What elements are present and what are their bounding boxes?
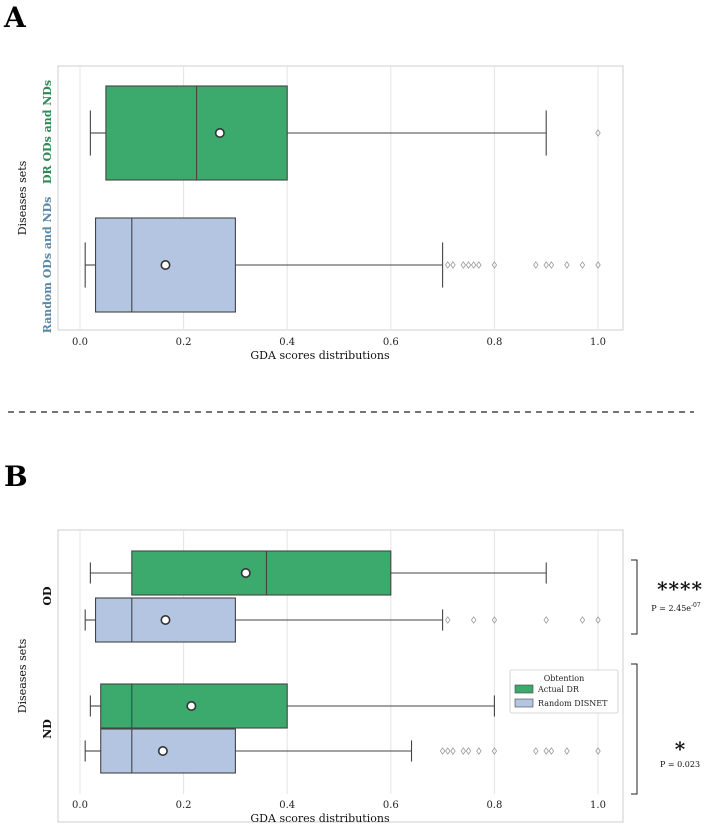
panel-a-boxes [84,85,601,313]
panel-a-chart: 0.0 0.2 0.4 0.6 0.8 1.0 GDA scores distributi… [16,65,624,362]
group-1-box-1-flier-3 [460,747,467,755]
panel-letter-b: B [4,460,28,493]
x-tick-label-2: 0.4 [279,800,295,811]
group-1-box-0-flier-0 [445,261,451,269]
od-p-value-text: P = 2.45e-07 [651,602,701,613]
group-1-box-0-flier-10 [564,261,570,269]
group-1-box-1-iqr [100,728,236,774]
x-tick-label-0: 0.0 [72,337,88,348]
group-1-box-1-flier-6 [491,747,498,755]
panel-b-tick-labels: 0.0 0.2 0.4 0.6 0.8 1.0 [72,800,606,811]
group-1-box-1-flier-0 [439,747,446,755]
od-p-exponent: -07 [691,602,701,609]
group-1-box-0-flier-2 [460,261,467,269]
group-1-box-1-flier-1 [445,747,451,755]
od-significance-bracket [631,559,638,635]
group-1-box-1-flier-7 [533,747,539,755]
od-significance-stars: **** [657,577,703,601]
x-tick-label-4: 0.8 [486,337,502,348]
group-1-box-0-mean [160,259,171,270]
legend-frame [509,669,619,714]
x-tick-label-3: 0.6 [383,337,399,348]
group-1-box-1-flier-5 [476,747,482,755]
legend-swatch-random-disnet [514,698,534,708]
group-1-box-1-flier-2 [450,747,456,755]
legend-swatch-actual-dr [514,684,534,694]
panel-letter-a: A [3,1,27,34]
x-tick-label-4: 0.8 [486,800,502,811]
panel-b-x-axis-label: GDA scores distributions [250,812,390,825]
group-1-box-0-flier-3 [465,261,472,269]
group-1-box-1-mean [157,745,168,756]
group-0-box-1-flier-2 [491,616,498,624]
panel-a-tick-labels: 0.0 0.2 0.4 0.6 0.8 1.0 [72,337,606,348]
group-0-box-0-mean [214,128,225,139]
group-1-box-1-flier-8 [543,747,549,755]
x-tick-label-1: 0.2 [176,337,192,348]
panel-b-category-nd: ND [41,719,54,739]
panel-b-y-axis-label: Diseases sets [16,638,29,713]
legend-label-random-disnet: Random DISNET [538,699,608,708]
group-1-box-0-flier-6 [491,261,498,269]
panel-a-category-random: Random ODs and NDs [41,197,54,334]
group-0-box-1-mean [160,614,171,625]
group-0-box-0-flier-0 [595,129,601,137]
panel-b-chart: 0.0 0.2 0.4 0.6 0.8 1.0 GDA scores distributi… [16,529,703,825]
group-1-box-0-flier-11 [579,261,586,269]
group-1-box-0-mean [186,700,197,711]
group-1-box-0-flier-5 [476,261,482,269]
panel-b-legend: Obtention Actual DR Random DISNET [509,669,619,714]
group-1-box-1-flier-11 [595,747,601,755]
x-tick-label-0: 0.0 [72,800,88,811]
group-0-box-1-flier-4 [579,616,586,624]
panel-b-category-od: OD [41,586,54,606]
legend-label-actual-dr: Actual DR [537,685,580,694]
group-0-box-1-flier-3 [543,616,549,624]
group-1-box-0-flier-7 [533,261,539,269]
panel-a-y-axis-label: Diseases sets [16,160,29,235]
nd-significance-stars: * [675,737,686,761]
group-1-box-1-flier-4 [465,747,472,755]
group-0-box-0-iqr [131,550,392,596]
panel-a-x-axis-label: GDA scores distributions [250,349,390,362]
x-tick-label-1: 0.2 [176,800,192,811]
nd-significance-bracket [631,663,638,795]
group-0-box-1-flier-0 [445,616,451,624]
group-0-box-1-flier-1 [470,616,477,624]
group-1-box-1-flier-9 [548,747,555,755]
x-tick-label-5: 1.0 [590,800,606,811]
nd-p-value: P = 0.023 [660,760,700,769]
group-1-box-0-flier-9 [548,261,555,269]
group-0-box-0-mean [240,567,251,578]
panel-a-category-dr: DR ODs and NDs [41,80,54,184]
group-1-box-0-flier-4 [470,261,477,269]
group-1-box-0-flier-8 [543,261,549,269]
group-1-box-0-flier-1 [450,261,456,269]
od-p-value: P = 2.45e [651,604,691,613]
legend-title: Obtention [544,674,585,683]
group-1-box-0-flier-12 [595,261,601,269]
panel-b-boxes [84,550,601,774]
x-tick-label-2: 0.4 [279,337,295,348]
group-0-box-1-flier-5 [595,616,601,624]
x-tick-label-3: 0.6 [383,800,399,811]
group-1-box-1-flier-10 [564,747,570,755]
x-tick-label-5: 1.0 [590,337,606,348]
